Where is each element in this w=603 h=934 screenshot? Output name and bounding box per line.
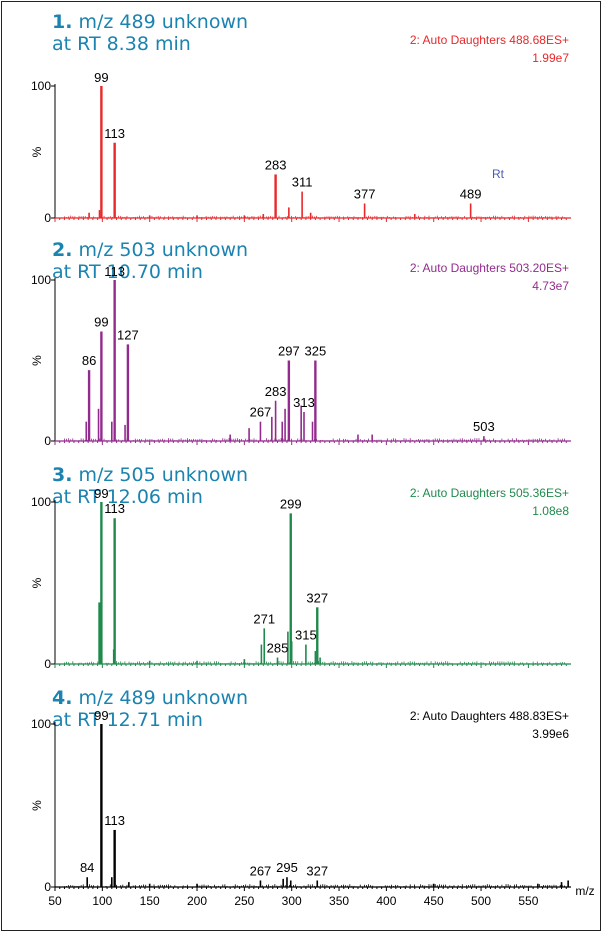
- intensity-value: 1.99e7: [532, 51, 569, 65]
- scan-info: 2: Auto Daughters 488.68ES+: [410, 33, 569, 47]
- peak-label: 311: [292, 175, 313, 190]
- peak-label: 113: [104, 501, 125, 516]
- y-tick-label-0: 0: [44, 211, 51, 225]
- scan-info: 2: Auto Daughters 488.83ES+: [410, 709, 569, 723]
- x-tick-label: 50: [48, 894, 62, 908]
- intensity-value: 4.73e7: [532, 279, 569, 293]
- peak-label: 99: [94, 708, 108, 723]
- panel-title-line2: at RT 10.70 min: [52, 261, 203, 283]
- y-tick-label-0: 0: [44, 434, 51, 448]
- y-tick-label-100: 100: [31, 717, 51, 731]
- x-axis-label: m/z: [575, 884, 594, 898]
- y-axis-label: %: [30, 577, 44, 588]
- peak-label: 377: [354, 186, 376, 201]
- peak-label: 283: [265, 157, 287, 172]
- panel-title-line1: m/z 489 unknown: [72, 687, 248, 709]
- peak-label: 113: [104, 126, 125, 141]
- peak-label: 99: [94, 315, 108, 330]
- x-tick-label: 550: [518, 894, 538, 908]
- scan-info: 2: Auto Daughters 503.20ES+: [410, 261, 569, 275]
- x-tick-label: 500: [471, 894, 491, 908]
- peak-label: 315: [295, 628, 317, 643]
- panel-title-line2: at RT 12.06 min: [52, 486, 203, 508]
- peak-label: 285: [267, 641, 289, 656]
- x-tick-label: 250: [234, 894, 254, 908]
- x-tick-label: 400: [376, 894, 396, 908]
- panel-title-line1: m/z 489 unknown: [72, 11, 248, 33]
- x-tick-label: 350: [329, 894, 349, 908]
- peak-label: 99: [94, 486, 108, 501]
- baseline-noise: [64, 661, 565, 664]
- panel-number: 1.: [52, 11, 72, 33]
- panel-title: 3. m/z 505 unknown: [52, 464, 248, 486]
- panel-title: 2. m/z 503 unknown: [52, 239, 248, 261]
- peak-label: 283: [265, 384, 287, 399]
- panel-title-line1: m/z 503 unknown: [72, 239, 248, 261]
- baseline-noise: [64, 215, 565, 218]
- peak-label: 86: [82, 353, 96, 368]
- peak-label: 489: [460, 186, 482, 201]
- y-axis-label: %: [30, 355, 44, 366]
- peak-label: 267: [250, 863, 272, 878]
- peak-label: 327: [306, 590, 328, 605]
- y-axis-label: %: [30, 146, 44, 157]
- intensity-value: 1.08e8: [532, 504, 569, 518]
- panel-number: 2.: [52, 239, 72, 261]
- peak-label: 267: [250, 405, 272, 420]
- y-tick-label-100: 100: [31, 495, 51, 509]
- peak-label: 297: [278, 344, 300, 359]
- x-tick-label: 450: [424, 894, 444, 908]
- peak-label: 99: [94, 70, 108, 85]
- panel-title-line2: at RT 8.38 min: [52, 33, 191, 55]
- x-tick-label: 200: [187, 894, 207, 908]
- y-tick-label-0: 0: [44, 657, 51, 671]
- peak-label: 113: [104, 813, 125, 828]
- peak-label: 327: [306, 863, 328, 878]
- intensity-value: 3.99e6: [532, 727, 569, 741]
- panel-title-line1: m/z 505 unknown: [72, 464, 248, 486]
- peak-label: 295: [276, 860, 298, 875]
- panel-number: 3.: [52, 464, 72, 486]
- peak-label: 113: [104, 264, 125, 279]
- y-tick-label-100: 100: [31, 79, 51, 93]
- panel-title-line2: at RT 12.71 min: [52, 709, 203, 731]
- x-tick-label: 150: [140, 894, 160, 908]
- peak-label: 271: [253, 611, 275, 626]
- x-tick-label: 300: [282, 894, 302, 908]
- y-axis-label: %: [30, 800, 44, 811]
- rt-annotation: Rt: [492, 167, 505, 181]
- peak-label: 313: [293, 395, 315, 410]
- peak-label: 127: [117, 327, 139, 342]
- baseline-noise: [64, 884, 565, 887]
- panel-title: 1. m/z 489 unknown: [52, 11, 248, 33]
- panel-title: 4. m/z 489 unknown: [52, 687, 248, 709]
- peak-label: 503: [473, 419, 495, 434]
- y-tick-label-0: 0: [44, 880, 51, 894]
- panel-number: 4.: [52, 687, 72, 709]
- scan-info: 2: Auto Daughters 505.36ES+: [410, 486, 569, 500]
- y-tick-label-100: 100: [31, 273, 51, 287]
- peak-label: 84: [80, 860, 94, 875]
- x-tick-label: 100: [92, 894, 112, 908]
- peak-label: 299: [280, 496, 302, 511]
- peak-label: 325: [305, 344, 327, 359]
- x-axis: 50 100 150 200 250 300 350 400 450 500 550 m/z: [48, 884, 594, 908]
